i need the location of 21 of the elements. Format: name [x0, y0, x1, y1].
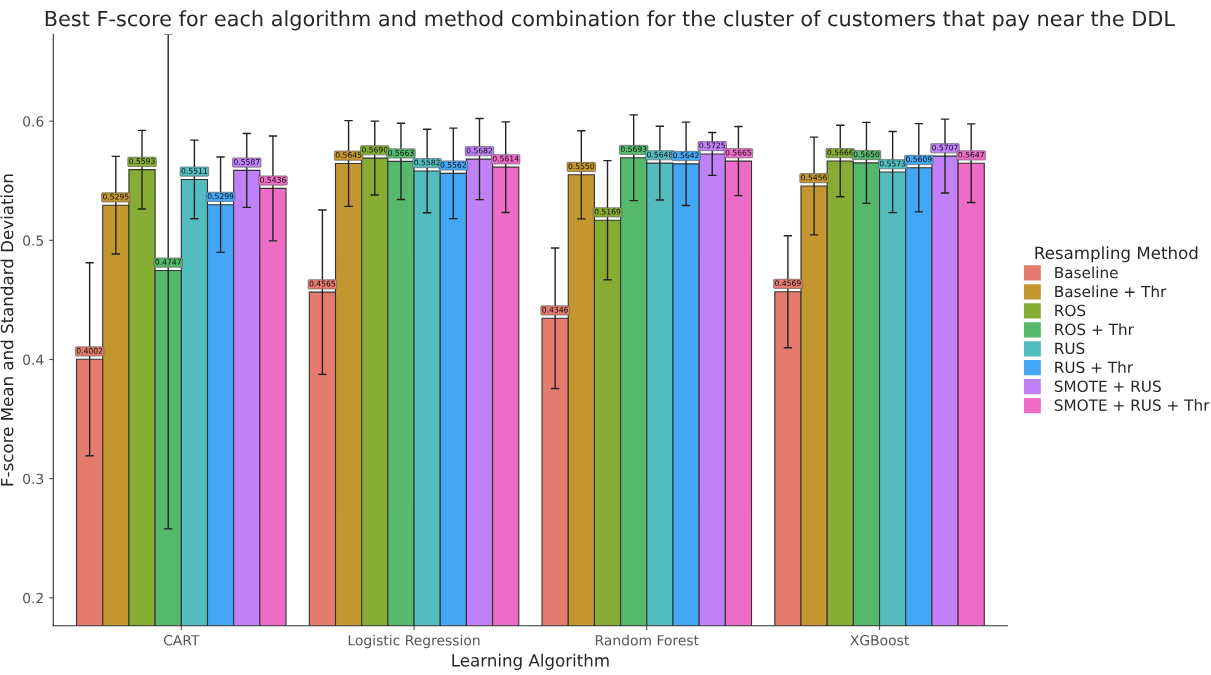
legend-label: SMOTE + RUS + Thr	[1054, 399, 1210, 411]
y-axis-title: F-score Mean and Standard Deviation	[0, 174, 14, 486]
x-tick-label: CART	[163, 635, 200, 646]
y-tick-label: 0.4	[23, 354, 44, 365]
legend-label: ROS	[1055, 304, 1086, 317]
legend-title: Resampling Method	[1035, 246, 1198, 263]
x-axis-title: Learning Algorithm	[452, 653, 609, 670]
y-tick-label: 0.3	[23, 473, 44, 485]
legend-label: RUS + Thr	[1055, 361, 1134, 374]
legend-label: ROS + Thr	[1055, 323, 1134, 336]
legend-label: Baseline	[1055, 266, 1118, 279]
x-tick-label: Logistic Regression	[348, 634, 480, 649]
x-tick-label: XGBoost	[850, 635, 909, 646]
y-tick-label: 0.2	[23, 592, 43, 604]
legend-label: Baseline + Thr	[1055, 285, 1167, 298]
chart-title: Best F-score for each algorithm and method combination for the cluster of customers that pay near the DDL	[45, 10, 1175, 31]
x-tick-label: Random Forest	[595, 634, 699, 646]
y-tick-label: 0.6	[23, 116, 44, 127]
legend-label: RUS	[1055, 342, 1085, 355]
y-tick-label: 0.5	[23, 235, 44, 246]
legend-label: SMOTE + RUS	[1054, 380, 1161, 392]
